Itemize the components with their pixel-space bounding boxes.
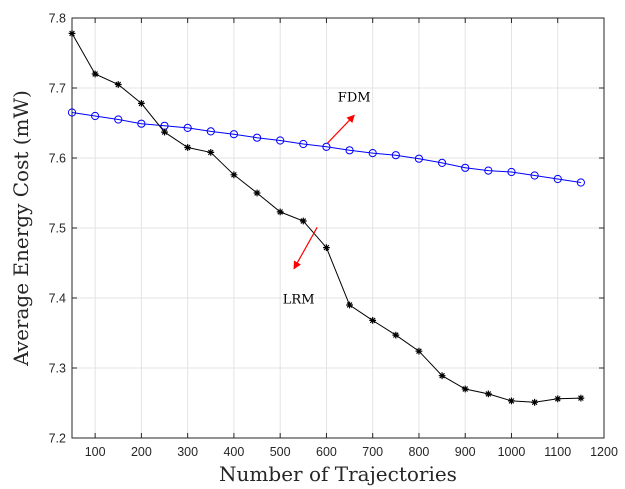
data-point-fdm <box>414 154 424 163</box>
data-point-lrm <box>346 301 353 309</box>
y-tick-label: 7.5 <box>49 222 66 236</box>
data-point-lrm <box>276 208 284 216</box>
series-line-fdm <box>71 112 581 183</box>
data-point-fdm <box>437 158 447 167</box>
data-point-lrm <box>554 395 562 403</box>
data-point-fdm <box>391 151 400 160</box>
data-point-fdm <box>484 166 493 175</box>
data-point-lrm <box>91 70 99 78</box>
x-tick-label: 100 <box>85 445 106 459</box>
x-tick-label: 800 <box>409 445 430 459</box>
data-point-lrm <box>323 244 330 251</box>
x-tick-label: 1100 <box>544 445 571 459</box>
data-point-fdm <box>252 133 262 142</box>
data-point-fdm <box>576 178 585 187</box>
data-point-fdm <box>368 149 377 158</box>
annotation-arrow-lrm <box>293 227 318 270</box>
data-point-lrm <box>184 144 192 151</box>
data-point-lrm <box>461 385 469 393</box>
data-point-fdm <box>91 111 100 121</box>
data-point-fdm <box>183 123 192 133</box>
data-point-lrm <box>137 100 145 107</box>
axis-ticks: 100 200 300 400 500 600 700 800 900 1000 1100 1200 7… <box>49 12 618 460</box>
data-point-fdm <box>345 146 354 155</box>
data-point-fdm <box>322 142 331 151</box>
y-tick-label: 7.2 <box>49 432 66 446</box>
data-point-lrm <box>253 189 261 197</box>
series-layer <box>67 30 585 406</box>
data-point-lrm <box>484 390 492 398</box>
x-tick-label: 1000 <box>498 445 526 459</box>
data-point-lrm <box>438 372 446 380</box>
annotation-label-fdm: FDM <box>338 90 371 105</box>
data-point-fdm <box>114 115 123 124</box>
grid <box>72 17 605 439</box>
x-tick-label: 1200 <box>590 445 618 459</box>
y-tick-label: 7.7 <box>49 82 66 96</box>
annotation-arrow-fdm <box>326 114 355 144</box>
data-point-fdm <box>206 127 215 136</box>
data-point-lrm <box>161 128 168 136</box>
annotations: FDM LRM <box>283 90 371 307</box>
annotation-label-lrm: LRM <box>283 293 315 308</box>
data-point-fdm <box>461 163 470 172</box>
data-point-lrm <box>577 394 585 402</box>
x-tick-label: 400 <box>223 445 244 459</box>
data-point-lrm <box>392 331 400 339</box>
data-point-lrm <box>230 171 238 179</box>
data-point-fdm <box>507 167 516 177</box>
x-tick-label: 300 <box>177 445 198 459</box>
data-point-fdm <box>137 119 146 128</box>
data-point-fdm <box>299 139 308 149</box>
y-tick-label: 7.4 <box>49 292 66 306</box>
y-tick-label: 7.3 <box>49 362 66 376</box>
x-tick-label: 900 <box>455 445 476 459</box>
data-point-fdm <box>553 174 562 184</box>
y-axis-label: Average Energy Cost (mW) <box>9 90 33 367</box>
data-point-lrm <box>299 217 307 225</box>
data-point-lrm <box>114 81 122 88</box>
data-point-lrm <box>415 347 423 355</box>
data-point-lrm <box>207 149 215 156</box>
data-point-lrm <box>68 30 76 37</box>
x-tick-label: 700 <box>362 445 383 459</box>
y-tick-label: 7.8 <box>49 12 66 26</box>
data-point-lrm <box>531 398 539 406</box>
x-tick-label: 600 <box>316 445 337 459</box>
x-tick-label: 200 <box>131 445 152 459</box>
data-point-fdm <box>530 171 539 180</box>
data-point-lrm <box>369 317 377 324</box>
data-point-fdm <box>276 136 285 145</box>
x-axis-label: Number of Trajectories <box>219 462 457 486</box>
data-point-fdm <box>229 130 239 139</box>
y-tick-label: 7.6 <box>49 152 66 166</box>
x-tick-label: 500 <box>270 445 291 459</box>
data-point-fdm <box>67 108 77 117</box>
data-point-lrm <box>508 397 515 405</box>
